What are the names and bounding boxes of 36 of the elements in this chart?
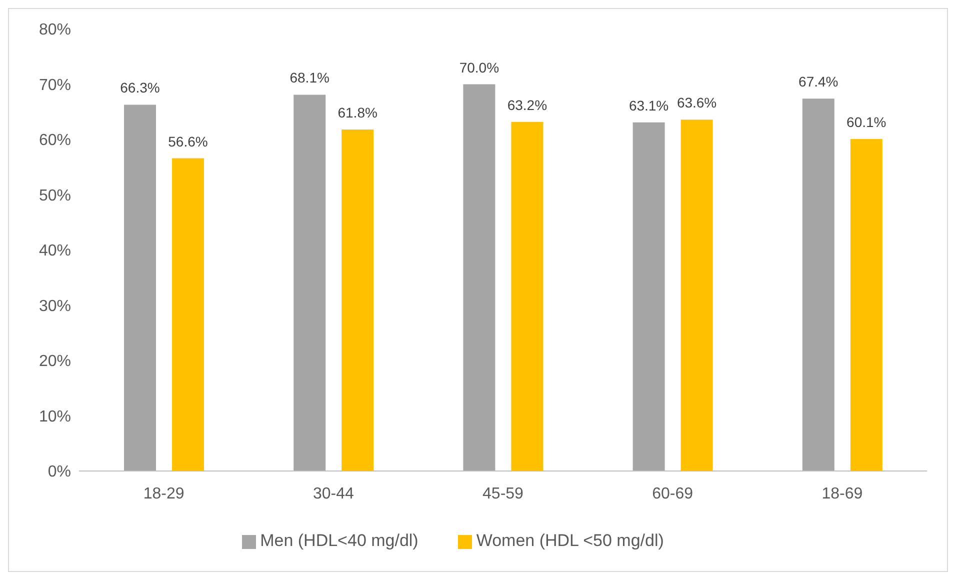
y-tick-label: 50% — [38, 187, 71, 204]
y-tick-label: 0% — [48, 464, 71, 481]
y-tick-label: 10% — [38, 408, 71, 426]
y-tick-label: 80% — [38, 22, 71, 39]
data-label: 63.2% — [507, 96, 548, 113]
y-tick-label: 40% — [38, 242, 71, 260]
legend-label: Women (HDL <50 mg/dl) — [476, 531, 664, 550]
data-label: 68.1% — [290, 70, 330, 86]
data-label: 67.4% — [798, 74, 838, 90]
legend-label: Men (HDL<40 mg/dl) — [260, 531, 418, 550]
data-label: 66.3% — [120, 80, 160, 96]
bar — [172, 158, 204, 471]
bar — [850, 138, 882, 471]
bar — [802, 98, 834, 471]
bar — [511, 122, 544, 471]
bar — [294, 94, 326, 471]
data-label: 63.1% — [628, 97, 669, 114]
bar — [463, 84, 496, 471]
x-tick-label: 18-29 — [143, 485, 184, 502]
data-label: 70.0% — [459, 59, 500, 76]
bar — [124, 104, 156, 471]
x-tick-label: 60-69 — [652, 485, 694, 502]
y-tick-label: 30% — [38, 298, 71, 315]
y-tick-label: 20% — [38, 353, 71, 370]
data-label: 63.6% — [676, 94, 717, 111]
data-label: 61.8% — [338, 104, 378, 121]
data-label: 56.6% — [168, 133, 208, 150]
y-tick-label: 60% — [38, 132, 71, 150]
x-tick-label: 30-44 — [312, 485, 354, 502]
data-label: 60.1% — [846, 114, 886, 130]
bar — [680, 120, 713, 471]
bar — [342, 130, 374, 471]
x-tick-label: 45-59 — [482, 485, 524, 502]
y-tick-label: 70% — [38, 76, 71, 94]
x-tick-label: 18-69 — [822, 485, 863, 502]
bar — [632, 122, 665, 471]
